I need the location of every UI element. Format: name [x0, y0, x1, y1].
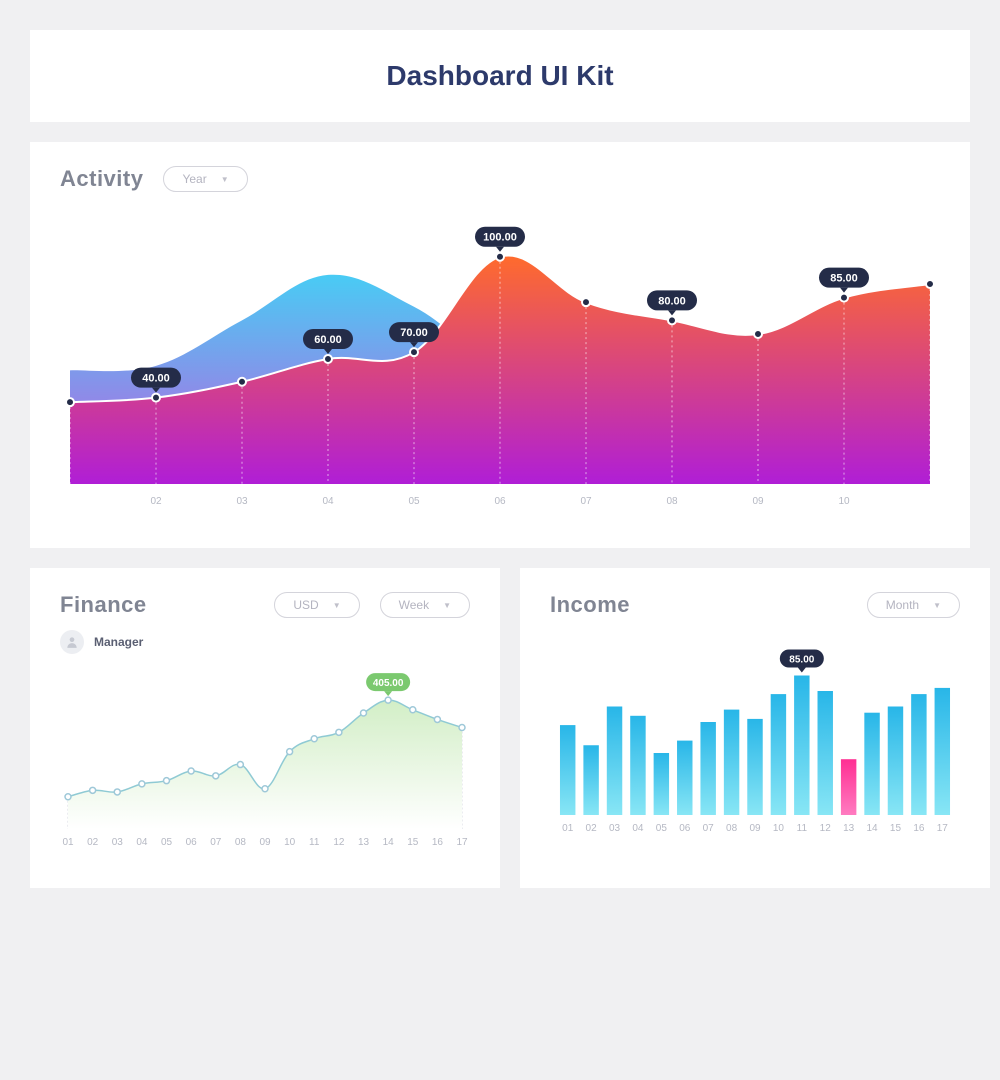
svg-text:14: 14	[866, 823, 878, 834]
svg-text:13: 13	[358, 837, 370, 848]
svg-text:12: 12	[820, 823, 832, 834]
svg-text:03: 03	[112, 837, 124, 848]
user-icon	[65, 635, 79, 649]
income-chart: 85.00 01 02 03 04 05 06 07 08 09 10 11 12 13 14 15 16 17	[550, 630, 960, 850]
svg-text:13: 13	[843, 823, 855, 834]
chevron-down-icon: ▼	[933, 601, 941, 610]
chevron-down-icon: ▼	[443, 601, 451, 610]
svg-text:17: 17	[937, 823, 949, 834]
svg-text:03: 03	[609, 823, 621, 834]
svg-text:05: 05	[656, 823, 668, 834]
svg-text:08: 08	[726, 823, 738, 834]
income-header: Income Month ▼	[550, 592, 960, 618]
svg-text:08: 08	[235, 837, 247, 848]
svg-text:06: 06	[679, 823, 691, 834]
chevron-down-icon: ▼	[221, 175, 229, 184]
activity-title: Activity	[60, 166, 143, 192]
bottom-row: Finance USD ▼ Week ▼ Manager 405.00 01 02 0…	[30, 568, 970, 908]
svg-text:09: 09	[259, 837, 271, 848]
svg-text:40.00: 40.00	[142, 373, 170, 385]
activity-chart: 40.00 60.00 70.00 100.00 80.00 85.00 02 03 04 05 0…	[60, 204, 940, 524]
svg-text:80.00: 80.00	[658, 295, 686, 307]
svg-text:09: 09	[749, 823, 761, 834]
svg-text:02: 02	[586, 823, 598, 834]
income-card: Income Month ▼ 85.00 01 02 03 04 05 06 07 08 09 10…	[520, 568, 990, 888]
income-period-label: Month	[886, 598, 919, 612]
svg-text:16: 16	[913, 823, 925, 834]
finance-user-row: Manager	[60, 630, 470, 654]
activity-period-label: Year	[182, 172, 206, 186]
svg-text:09: 09	[752, 496, 764, 507]
svg-text:07: 07	[580, 496, 592, 507]
svg-text:10: 10	[773, 823, 785, 834]
svg-text:85.00: 85.00	[830, 273, 858, 285]
svg-text:12: 12	[333, 837, 345, 848]
header-card: Dashboard UI Kit	[30, 30, 970, 122]
svg-text:100.00: 100.00	[483, 232, 517, 244]
income-period-dropdown[interactable]: Month ▼	[867, 592, 960, 618]
svg-text:07: 07	[703, 823, 715, 834]
svg-text:15: 15	[407, 837, 419, 848]
finance-header: Finance USD ▼ Week ▼	[60, 592, 470, 618]
svg-text:11: 11	[309, 837, 320, 848]
svg-text:02: 02	[87, 837, 99, 848]
svg-text:17: 17	[456, 837, 468, 848]
svg-text:05: 05	[161, 837, 173, 848]
finance-card: Finance USD ▼ Week ▼ Manager 405.00 01 02 0…	[30, 568, 500, 888]
svg-text:14: 14	[383, 837, 395, 848]
chevron-down-icon: ▼	[333, 601, 341, 610]
page-title: Dashboard UI Kit	[60, 60, 940, 92]
svg-text:11: 11	[797, 823, 808, 834]
svg-text:04: 04	[136, 837, 148, 848]
finance-role: Manager	[94, 635, 143, 649]
svg-text:60.00: 60.00	[314, 334, 342, 346]
finance-period-dropdown[interactable]: Week ▼	[380, 592, 470, 618]
finance-period-label: Week	[399, 598, 429, 612]
avatar	[60, 630, 84, 654]
svg-text:01: 01	[62, 837, 74, 848]
svg-text:10: 10	[284, 837, 296, 848]
activity-period-dropdown[interactable]: Year ▼	[163, 166, 247, 192]
svg-text:05: 05	[408, 496, 420, 507]
svg-text:04: 04	[322, 496, 334, 507]
svg-text:06: 06	[494, 496, 506, 507]
svg-text:06: 06	[186, 837, 198, 848]
svg-text:07: 07	[210, 837, 222, 848]
activity-card: Activity Year ▼ 40.00 60.00 70.00 100.00 80.…	[30, 142, 970, 548]
finance-chart: 405.00 01 02 03 04 05 06 07 08 09 10 11 12 13 14 15 16 17	[60, 664, 470, 864]
income-title: Income	[550, 592, 630, 618]
activity-header: Activity Year ▼	[60, 166, 940, 192]
finance-title: Finance	[60, 592, 147, 618]
svg-text:02: 02	[150, 496, 162, 507]
svg-text:405.00: 405.00	[373, 678, 404, 689]
svg-text:15: 15	[890, 823, 902, 834]
svg-text:16: 16	[432, 837, 444, 848]
svg-text:01: 01	[562, 823, 574, 834]
svg-text:04: 04	[632, 823, 644, 834]
finance-currency-dropdown[interactable]: USD ▼	[274, 592, 359, 618]
svg-text:03: 03	[236, 496, 248, 507]
svg-text:10: 10	[838, 496, 850, 507]
svg-text:70.00: 70.00	[400, 327, 428, 339]
finance-currency-label: USD	[293, 598, 318, 612]
svg-text:85.00: 85.00	[789, 655, 814, 666]
svg-text:08: 08	[666, 496, 678, 507]
